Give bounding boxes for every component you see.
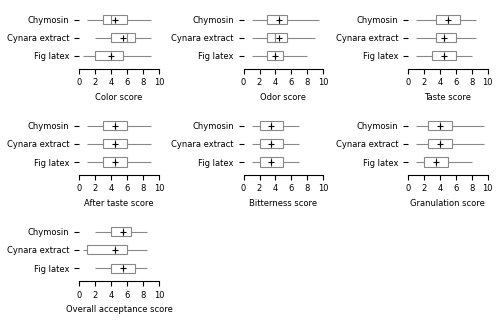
FancyBboxPatch shape xyxy=(95,51,123,60)
FancyBboxPatch shape xyxy=(111,264,135,273)
X-axis label: Granulation score: Granulation score xyxy=(410,199,486,208)
FancyBboxPatch shape xyxy=(111,227,131,236)
FancyBboxPatch shape xyxy=(268,51,283,60)
FancyBboxPatch shape xyxy=(428,139,452,148)
X-axis label: After taste score: After taste score xyxy=(84,199,154,208)
X-axis label: Odor score: Odor score xyxy=(260,93,306,102)
FancyBboxPatch shape xyxy=(103,158,127,167)
X-axis label: Color score: Color score xyxy=(96,93,143,102)
FancyBboxPatch shape xyxy=(103,121,127,130)
X-axis label: Bitterness score: Bitterness score xyxy=(250,199,318,208)
FancyBboxPatch shape xyxy=(260,121,283,130)
FancyBboxPatch shape xyxy=(260,139,283,148)
FancyBboxPatch shape xyxy=(268,15,287,24)
FancyBboxPatch shape xyxy=(103,15,127,24)
FancyBboxPatch shape xyxy=(268,33,287,42)
FancyBboxPatch shape xyxy=(432,51,456,60)
FancyBboxPatch shape xyxy=(111,33,135,42)
FancyBboxPatch shape xyxy=(103,139,127,148)
FancyBboxPatch shape xyxy=(424,158,448,167)
X-axis label: Overall acceptance score: Overall acceptance score xyxy=(66,305,172,314)
FancyBboxPatch shape xyxy=(87,245,127,255)
X-axis label: Taste score: Taste score xyxy=(424,93,472,102)
FancyBboxPatch shape xyxy=(436,33,456,42)
FancyBboxPatch shape xyxy=(428,121,452,130)
FancyBboxPatch shape xyxy=(260,158,283,167)
FancyBboxPatch shape xyxy=(436,15,460,24)
